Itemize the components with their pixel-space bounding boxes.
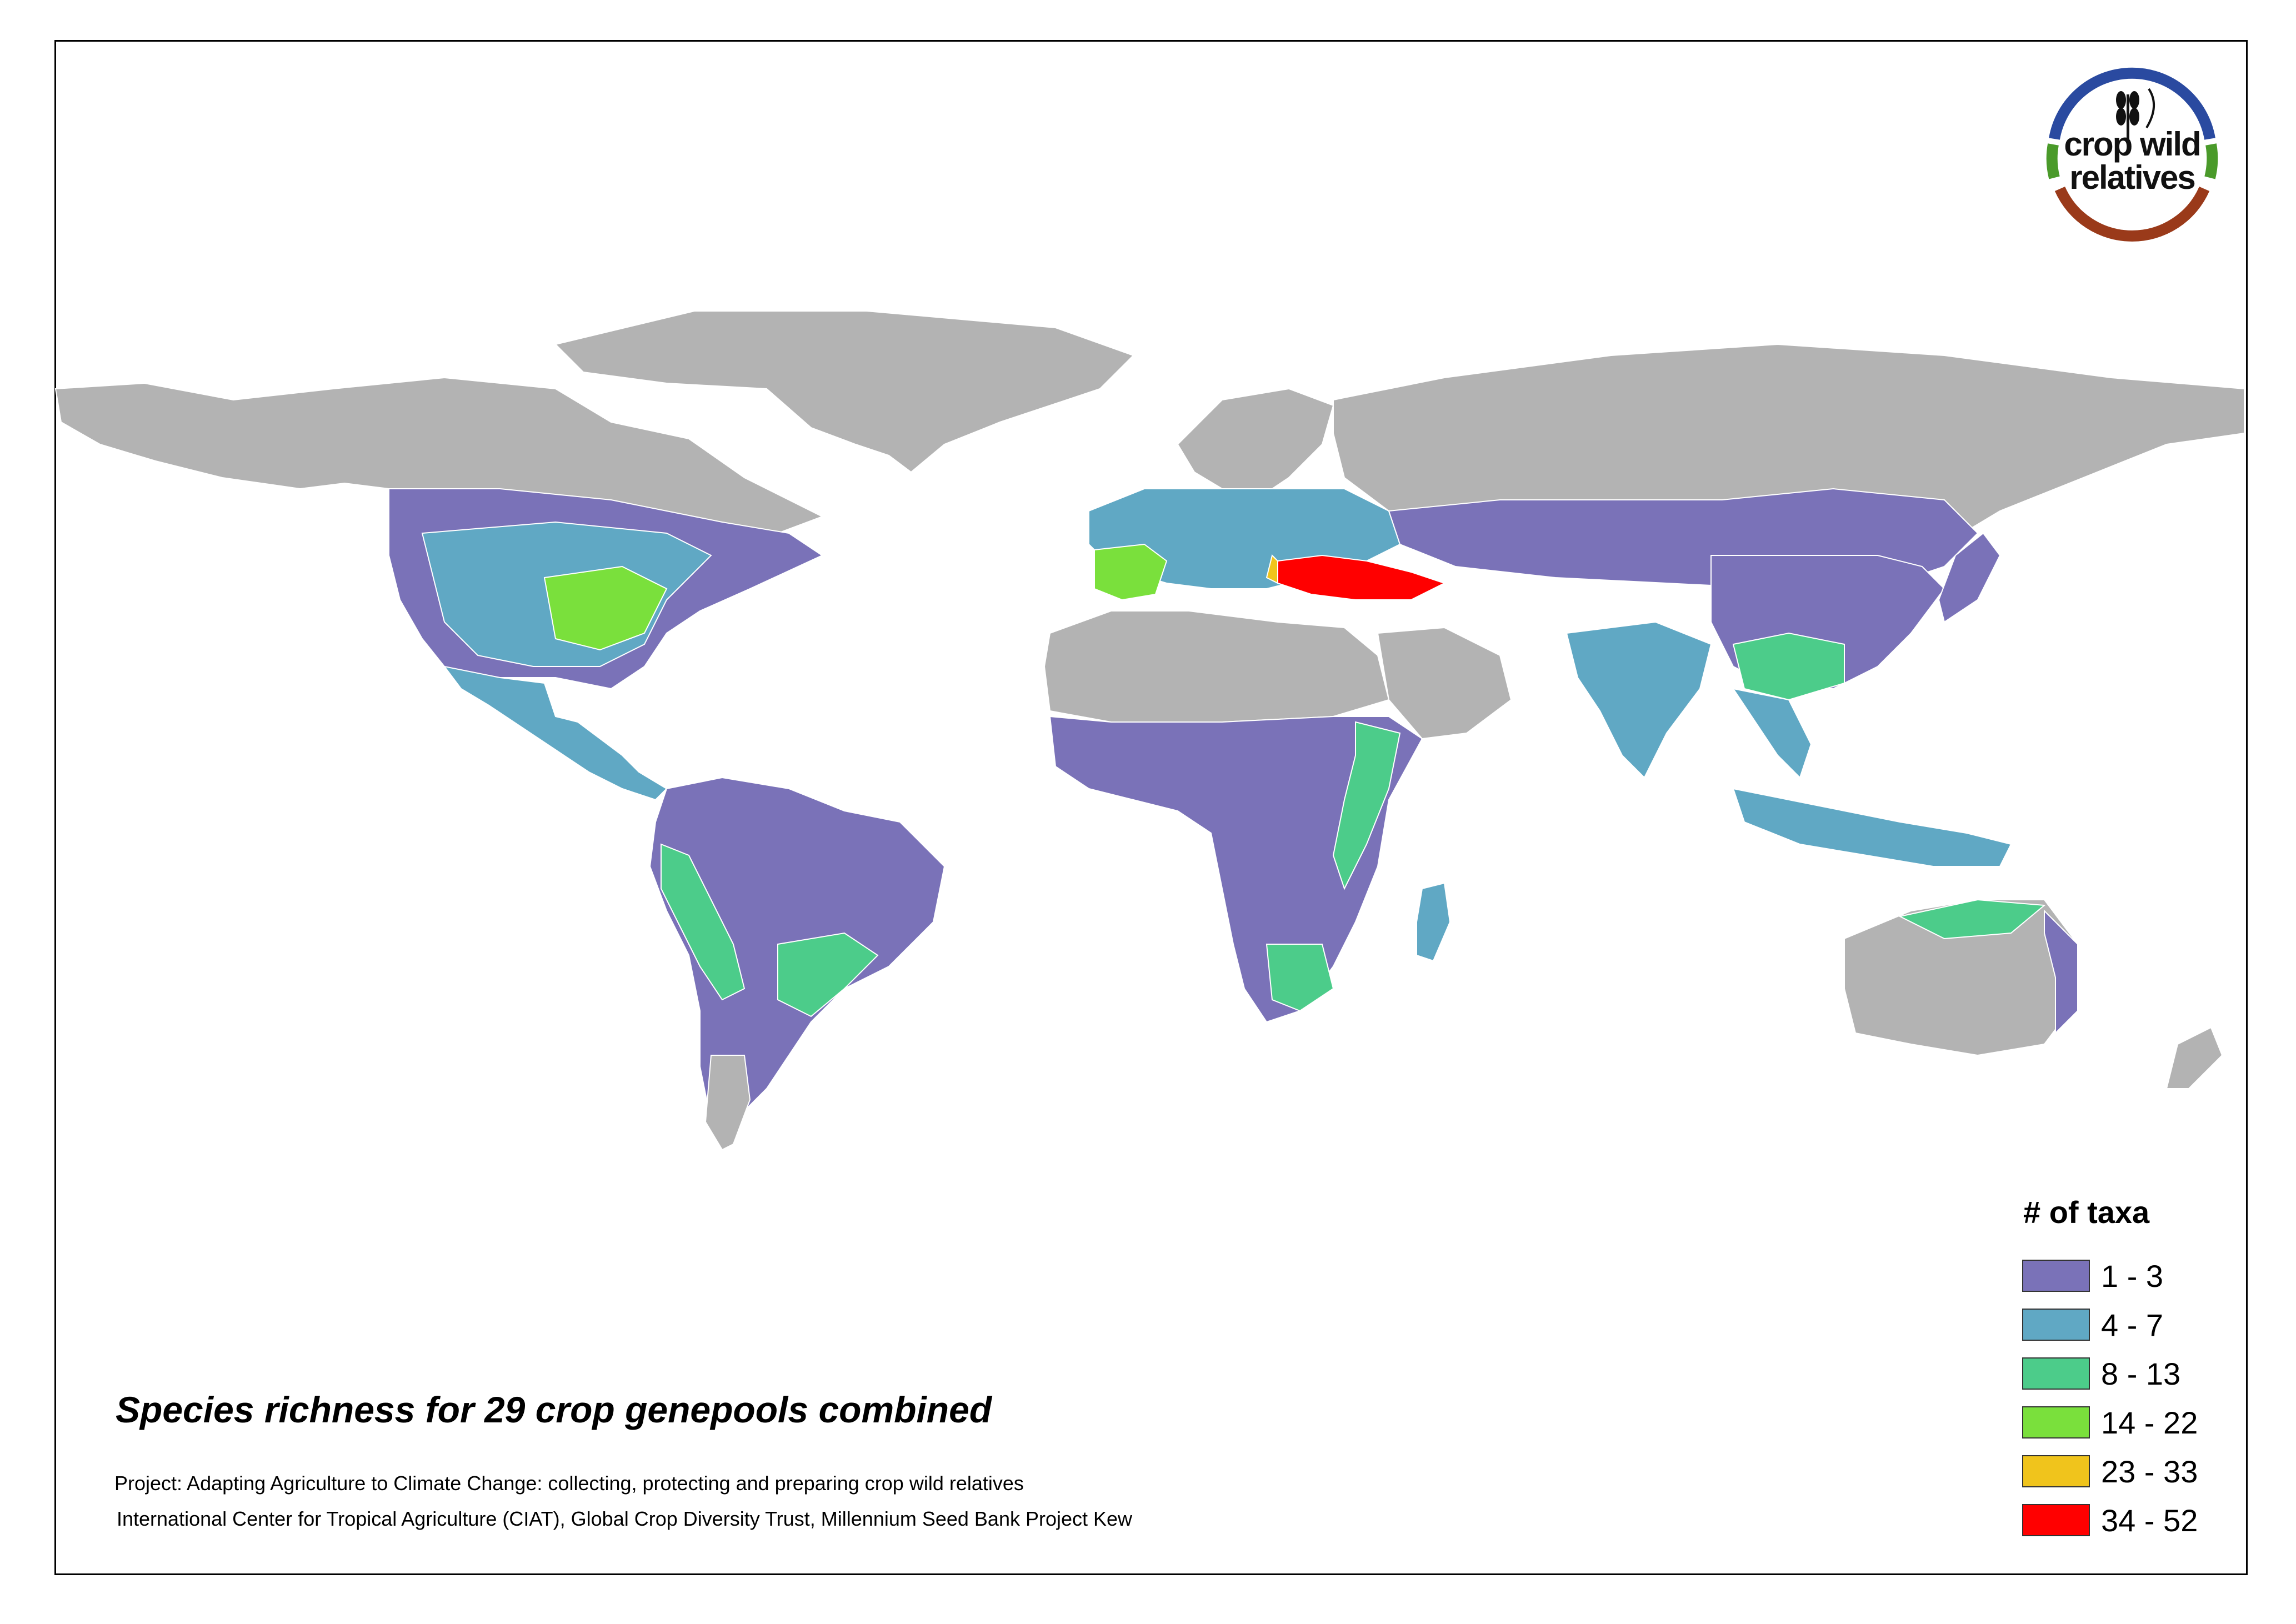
region-iberia xyxy=(1094,543,1168,601)
landmass-mexico-central-america xyxy=(443,665,668,801)
region-australia-north xyxy=(1898,899,2046,940)
legend-label: 23 - 33 xyxy=(2101,1453,2198,1489)
legend-rows: 1 - 3 4 - 7 8 - 13 14 - 22 23 - 33 34 - 52 xyxy=(2022,1251,2233,1545)
region-east-africa xyxy=(1332,721,1401,890)
legend-swatch xyxy=(2022,1406,2090,1438)
wheat-icon xyxy=(2116,88,2155,139)
landmass-india xyxy=(1565,621,1712,779)
legend-title: # of taxa xyxy=(2023,1195,2150,1230)
landmass-sahara xyxy=(1043,610,1390,723)
region-turkey-ring xyxy=(1265,554,1278,584)
landmass-indonesia xyxy=(1732,788,2012,867)
region-australia-east xyxy=(2044,909,2078,1035)
region-south-africa xyxy=(1265,944,1334,1012)
logo-wordmark: crop wild relatives xyxy=(2038,128,2227,194)
region-usa-southeast xyxy=(543,565,668,651)
landmass-greenland xyxy=(554,310,1134,473)
legend-item: 23 - 33 xyxy=(2022,1447,2233,1496)
landmass-new-zealand xyxy=(2165,1026,2223,1089)
legend-swatch xyxy=(2022,1504,2090,1536)
legend-item: 4 - 7 xyxy=(2022,1300,2233,1349)
landmass-japan xyxy=(1938,532,2001,623)
logo-ring-blue xyxy=(2049,67,2215,140)
legend-item: 34 - 52 xyxy=(2022,1496,2233,1545)
crop-wild-relatives-logo xyxy=(2038,61,2227,250)
legend-swatch xyxy=(2022,1357,2090,1390)
map-frame xyxy=(54,40,2248,1575)
legend-label: 14 - 22 xyxy=(2101,1405,2198,1440)
credit-institutions: International Center for Tropical Agricu… xyxy=(117,1507,1133,1530)
logo-ring-green-right xyxy=(2204,143,2218,179)
logo-line-2: relatives xyxy=(2069,159,2196,196)
landmass-madagascar xyxy=(1416,882,1451,962)
legend-label: 34 - 52 xyxy=(2101,1502,2198,1538)
legend-swatch xyxy=(2022,1260,2090,1292)
region-south-china xyxy=(1732,632,1845,701)
region-turkey-hotspot xyxy=(1277,554,1446,600)
legend-label: 1 - 3 xyxy=(2101,1258,2164,1294)
legend-swatch xyxy=(2022,1309,2090,1341)
logo-ring-brown xyxy=(2054,186,2210,242)
credit-project: Project: Adapting Agriculture to Climate… xyxy=(114,1472,1024,1495)
legend-label: 4 - 7 xyxy=(2101,1307,2164,1342)
logo-line-1: crop wild xyxy=(2064,126,2201,163)
landmass-southeast-asia xyxy=(1732,688,1812,779)
region-andes xyxy=(661,843,746,1001)
logo-ring-green-left xyxy=(2046,143,2060,179)
landmass-patagonia xyxy=(704,1055,751,1151)
map-title: Species richness for 29 crop genepools c… xyxy=(116,1389,992,1430)
legend-item: 14 - 22 xyxy=(2022,1398,2233,1447)
legend-label: 8 - 13 xyxy=(2101,1356,2181,1391)
legend-swatch xyxy=(2022,1455,2090,1487)
landmass-scandinavia xyxy=(1177,388,1334,501)
landmass-arabia xyxy=(1377,626,1512,740)
region-brazil-southeast xyxy=(777,932,879,1017)
legend-item: 8 - 13 xyxy=(2022,1349,2233,1398)
legend: # of taxa 1 - 3 4 - 7 8 - 13 14 - 22 23 - 33… xyxy=(2022,1194,2233,1545)
legend-item: 1 - 3 xyxy=(2022,1251,2233,1300)
